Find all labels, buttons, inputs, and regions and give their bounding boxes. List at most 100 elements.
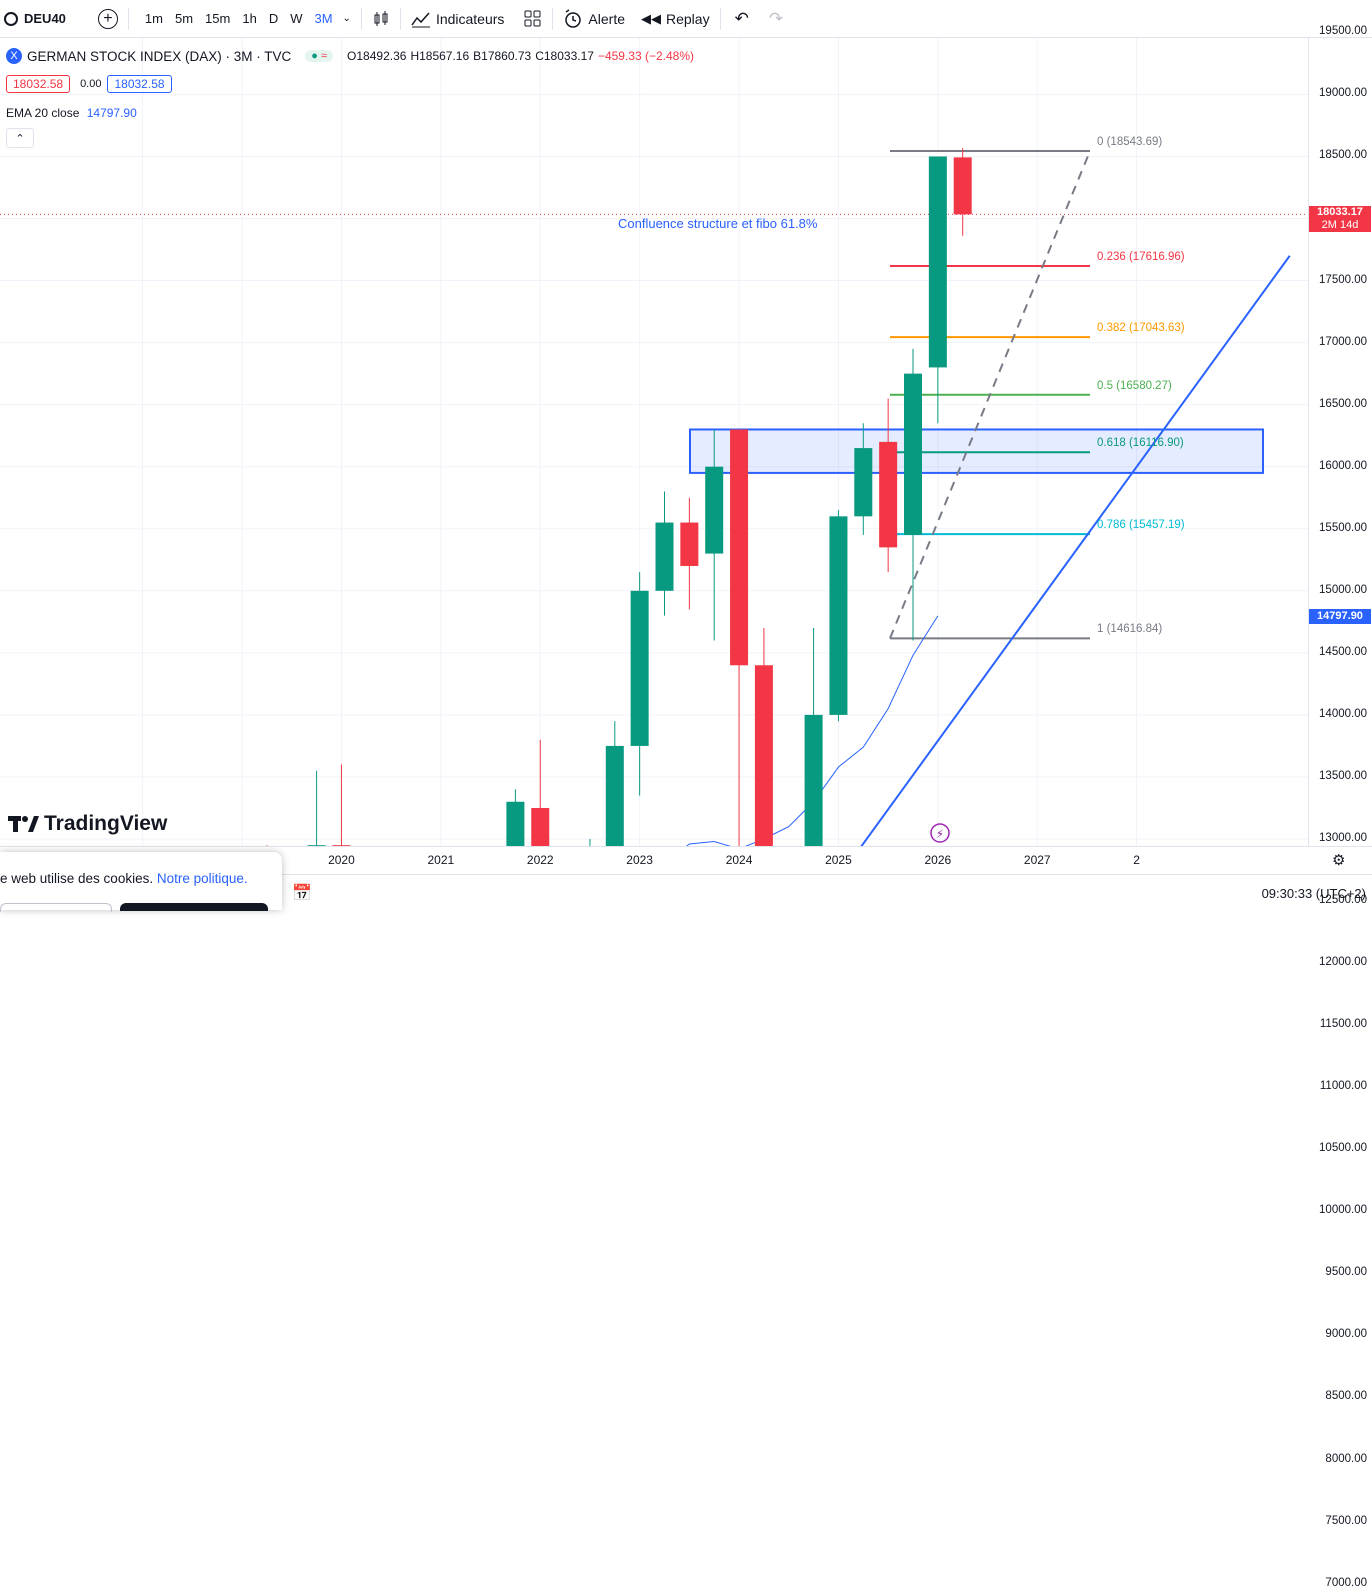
price-tick-label: 14000.00	[1319, 707, 1367, 720]
chart-pane[interactable]: ⚡ 0 (18543.69) 0.236 (17616.96) 0.382 (170…	[0, 38, 1308, 846]
symbol-search[interactable]: DEU40	[4, 0, 66, 37]
timeframe-1h[interactable]: 1h	[242, 11, 257, 26]
legend-open: O18492.36	[347, 49, 407, 63]
fib-level-label[interactable]: 0.382 (17043.63)	[1097, 322, 1185, 335]
price-tick-label: 12500.00	[1319, 894, 1367, 907]
candles-icon	[374, 10, 388, 26]
alert-button[interactable]: Alerte	[563, 0, 625, 37]
candle-body	[928, 156, 947, 368]
year-tick-label: 2025	[825, 853, 852, 867]
price-tick-label: 8000.00	[1325, 1452, 1367, 1465]
candle-body	[332, 845, 351, 846]
date-range-icon[interactable]: 📅	[292, 885, 312, 902]
bottom-bar: 📅 09:30:33 (UTC+2)	[0, 874, 1372, 911]
cookie-banner: e web utilise des cookies. Notre politiq…	[0, 852, 282, 912]
redo-button[interactable]: ↷	[769, 0, 783, 37]
legend-title[interactable]: GERMAN STOCK INDEX (DAX) · 3M · TVC	[27, 48, 292, 64]
year-tick-label: 2023	[626, 853, 653, 867]
clock[interactable]: 09:30:33 (UTC+2)	[1261, 886, 1366, 901]
fib-level-label[interactable]: 0.618 (16116.90)	[1097, 437, 1184, 450]
year-tick-label: 2020	[328, 853, 355, 867]
cookie-policy-link[interactable]: Notre politique.	[156, 871, 248, 886]
chart-canvas[interactable]: ⚡	[0, 38, 1308, 846]
layouts-button[interactable]	[524, 0, 542, 37]
time-axis[interactable]: ⚙ 20182019202020212022202320242025202620…	[0, 846, 1372, 875]
status-dot-icon: ●	[311, 50, 318, 62]
add-circle-icon: +	[97, 8, 118, 29]
last-price-value: 18033.17	[1317, 206, 1363, 219]
cookie-secondary-button[interactable]	[0, 903, 112, 912]
symbol-name: DEU40	[24, 11, 66, 26]
price-tick-label: 16000.00	[1319, 459, 1367, 472]
timeframe-W[interactable]: W	[290, 11, 303, 26]
ema-legend[interactable]: EMA 20 close 14797.90	[6, 106, 137, 120]
price-tick-label: 14500.00	[1319, 645, 1367, 658]
candle-body	[854, 448, 873, 517]
ema-price-tag: 14797.90	[1309, 608, 1371, 624]
undo-icon: ↶	[734, 8, 749, 28]
market-status-badge[interactable]: ● ≈	[305, 50, 334, 62]
redo-icon: ↷	[768, 8, 784, 28]
compare-symbol-button[interactable]: +	[97, 0, 118, 37]
ema-line	[686, 615, 939, 846]
fib-level-label[interactable]: 0 (18543.69)	[1097, 136, 1163, 149]
fib-level-label[interactable]: 1 (14616.84)	[1097, 623, 1163, 636]
collapse-legend-button[interactable]: ⌃	[6, 128, 34, 148]
divider	[360, 7, 362, 30]
indicators-icon	[411, 12, 430, 27]
price-tick-label: 10000.00	[1319, 1204, 1367, 1217]
legend-close: C18033.17	[535, 49, 594, 63]
fib-level-label[interactable]: 0.236 (17616.96)	[1097, 251, 1185, 264]
candle-body	[605, 745, 624, 846]
price-tick-label: 19000.00	[1319, 87, 1367, 100]
fib-level-label[interactable]: 0.786 (15457.19)	[1097, 519, 1185, 532]
event-marker-icon[interactable]	[930, 823, 950, 843]
timeframe-1m[interactable]: 1m	[144, 11, 163, 26]
legend-high: H18567.16	[410, 49, 470, 63]
fib-level-label[interactable]: 0.5 (16580.27)	[1097, 379, 1172, 392]
cookie-text: e web utilise des cookies.	[0, 871, 154, 886]
price-tick-label: 13000.00	[1319, 832, 1367, 844]
price-axis[interactable]: 19500.0019000.0018500.0018000.0017500.00…	[1308, 25, 1372, 1589]
timeframe-3M[interactable]: 3M	[314, 11, 333, 26]
year-tick-label: 2022	[526, 853, 554, 867]
ask-button[interactable]: 18032.58	[107, 75, 172, 93]
brand-name: TradingView	[44, 812, 168, 835]
price-tick-label: 10500.00	[1319, 1142, 1367, 1155]
rewind-icon: ◀◀	[641, 10, 661, 26]
price-tick-label: 16500.00	[1319, 397, 1367, 410]
price-tick-label: 11000.00	[1319, 1080, 1367, 1093]
undo-button[interactable]: ↶	[735, 0, 749, 37]
price-tick-label: 17500.00	[1319, 273, 1367, 286]
legend-low: B17860.73	[473, 49, 532, 63]
spread-value: 0.00	[80, 78, 102, 90]
candle-body	[804, 714, 823, 846]
divider	[719, 7, 721, 30]
legend-change: −459.33 (−2.48%)	[597, 49, 695, 63]
axis-settings-icon[interactable]: ⚙	[1332, 852, 1346, 869]
timeframe-15m[interactable]: 15m	[205, 11, 231, 26]
price-tick-label: 12000.00	[1319, 956, 1367, 969]
timeframe-D[interactable]: D	[268, 11, 279, 26]
price-tick-label: 7500.00	[1325, 1514, 1367, 1527]
lightning-icon: ⚡	[936, 827, 944, 841]
chart-type-button[interactable]	[372, 0, 390, 37]
candle-body	[904, 373, 922, 535]
trend-line	[860, 255, 1291, 846]
tradingview-logo[interactable]: TradingView	[8, 812, 167, 836]
cookie-accept-button[interactable]	[120, 903, 268, 911]
price-tick-label: 15000.00	[1319, 583, 1367, 596]
top-toolbar: DEU40 + 1m 5m 15m 1h D W 3M ⌄ Indicateurs Aler…	[0, 0, 1372, 38]
chevron-down-icon[interactable]: ⌄	[342, 13, 351, 24]
replay-button[interactable]: ◀◀ Replay	[641, 0, 710, 37]
price-tick-label: 17000.00	[1319, 335, 1367, 348]
indicators-button[interactable]: Indicateurs	[411, 0, 504, 37]
indicators-label: Indicateurs	[435, 10, 505, 27]
candle-body	[506, 801, 525, 846]
confluence-annotation[interactable]: Confluence structure et fibo 61.8%	[618, 216, 818, 231]
bid-button[interactable]: 18032.58	[6, 75, 71, 93]
price-tick-label: 9500.00	[1325, 1266, 1367, 1279]
candle-body	[953, 157, 972, 215]
year-tick-label: 2021	[427, 853, 455, 867]
timeframe-5m[interactable]: 5m	[174, 11, 194, 26]
